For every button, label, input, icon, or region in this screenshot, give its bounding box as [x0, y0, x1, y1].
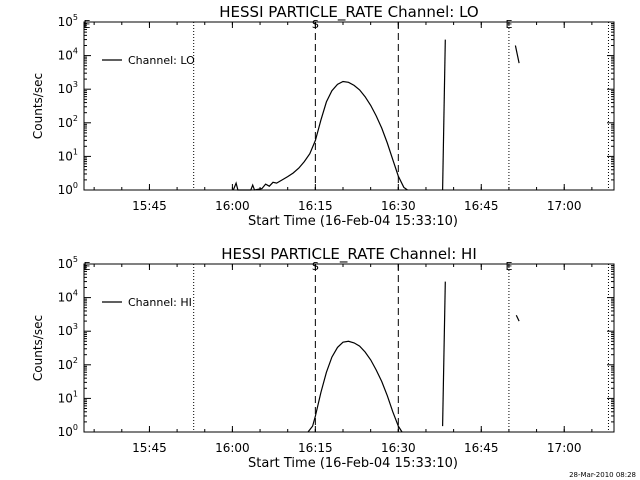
marker-label-s: S — [312, 18, 319, 31]
y-tick-label: 102 — [58, 356, 78, 372]
x-tick-label: 16:15 — [298, 199, 333, 213]
series-line-2 — [442, 39, 446, 191]
chart-title: HESSI PARTICLE_RATE Channel: HI — [221, 245, 477, 264]
x-tick-label: 16:00 — [215, 441, 250, 455]
x-tick-label: 17:00 — [547, 199, 582, 213]
x-tick-label: 16:00 — [215, 199, 250, 213]
y-axis-label: Counts/sec — [31, 315, 45, 381]
y-tick-label: 104 — [58, 289, 78, 305]
plot-timestamp: 28-Mar-2010 08:28 — [569, 471, 636, 479]
chart-panel-2: HESSI PARTICLE_RATE Channel: HI Start Tim… — [31, 245, 615, 471]
chart-title: HESSI PARTICLE_RATE Channel: LO — [219, 3, 478, 22]
y-tick-label: 100 — [58, 423, 78, 439]
x-tick-label: 17:00 — [547, 441, 582, 455]
legend-label: Channel: LO — [128, 54, 195, 67]
series-line-2 — [442, 281, 446, 427]
x-tick-label: 16:45 — [464, 199, 499, 213]
x-tick-label: 16:45 — [464, 441, 499, 455]
x-axis-label: Start Time (16-Feb-04 15:33:10) — [248, 214, 458, 229]
x-tick-label: 16:15 — [298, 441, 333, 455]
corner-marker-label: E — [84, 260, 91, 273]
x-tick-label: 15:45 — [132, 199, 167, 213]
marker-label-s: S — [312, 260, 319, 273]
plot-frame — [83, 263, 615, 433]
y-tick-label: 101 — [58, 389, 78, 405]
x-axis-label: Start Time (16-Feb-04 15:33:10) — [248, 456, 458, 471]
x-tick-label: 15:45 — [132, 441, 167, 455]
y-tick-label: 105 — [58, 13, 78, 29]
x-tick-label: 16:30 — [381, 441, 416, 455]
series-line-3 — [515, 314, 520, 322]
marker-label-e: E — [505, 18, 512, 31]
chart-panel-1: HESSI PARTICLE_RATE Channel: LO Start Tim… — [31, 3, 615, 229]
series-line-3 — [514, 45, 520, 64]
y-tick-label: 103 — [58, 80, 78, 96]
plot-frame — [83, 21, 615, 191]
x-tick-label: 16:30 — [381, 199, 416, 213]
y-tick-label: 105 — [58, 255, 78, 271]
y-tick-label: 100 — [58, 181, 78, 197]
y-tick-label: 103 — [58, 322, 78, 338]
series-line-1 — [232, 80, 408, 191]
y-tick-label: 102 — [58, 114, 78, 130]
y-tick-label: 101 — [58, 147, 78, 163]
y-axis-label: Counts/sec — [31, 73, 45, 139]
y-tick-label: 104 — [58, 47, 78, 63]
marker-label-e: E — [505, 260, 512, 273]
legend-label: Channel: HI — [128, 296, 192, 309]
corner-marker-label: E — [84, 18, 91, 31]
series-line-1 — [307, 340, 403, 433]
